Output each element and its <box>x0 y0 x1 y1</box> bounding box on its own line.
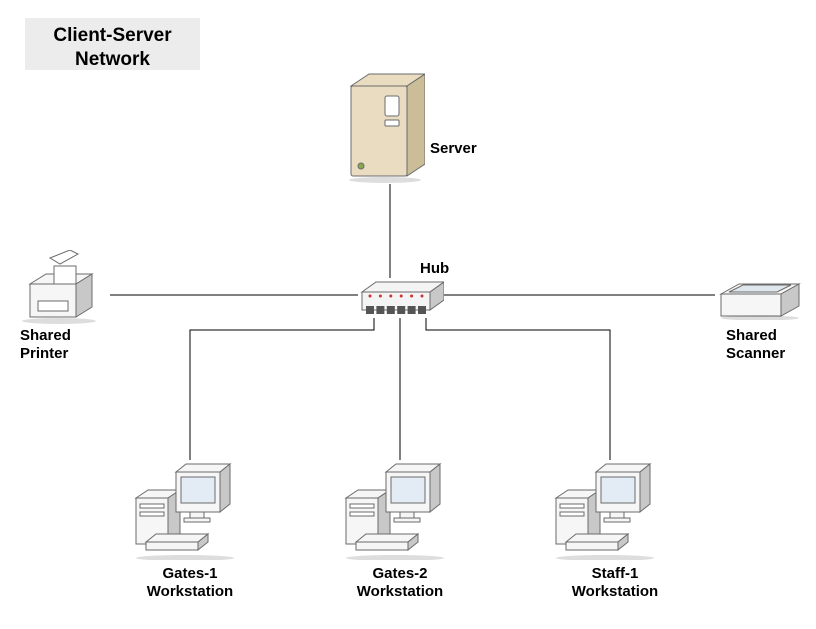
workstation-icon <box>340 460 450 560</box>
scanner-icon <box>715 280 805 320</box>
hub-label: Hub <box>420 260 449 278</box>
shared-scanner-node <box>715 280 805 320</box>
server-node <box>345 64 425 184</box>
shared-printer-node <box>20 250 110 325</box>
diagram-title: Client-Server Network <box>25 18 200 70</box>
shared-printer-label: Shared Printer <box>20 327 71 363</box>
workstation-2-label: Gates-2 Workstation <box>345 565 455 601</box>
shared-scanner-label: Shared Scanner <box>726 327 785 363</box>
workstation-1-label: Gates-1 Workstation <box>135 565 245 601</box>
workstation-1-node <box>130 460 240 560</box>
hub-node <box>358 278 444 318</box>
server-label: Server <box>430 140 477 158</box>
workstation-3-label: Staff-1 Workstation <box>560 565 670 601</box>
hub-icon <box>358 278 444 318</box>
title-line-2: Network <box>75 49 150 70</box>
server-icon <box>345 64 425 184</box>
workstation-3-node <box>550 460 660 560</box>
printer-icon <box>20 250 110 325</box>
workstation-icon <box>550 460 660 560</box>
workstation-icon <box>130 460 240 560</box>
workstation-2-node <box>340 460 450 560</box>
title-line-1: Client-Server <box>53 25 171 46</box>
